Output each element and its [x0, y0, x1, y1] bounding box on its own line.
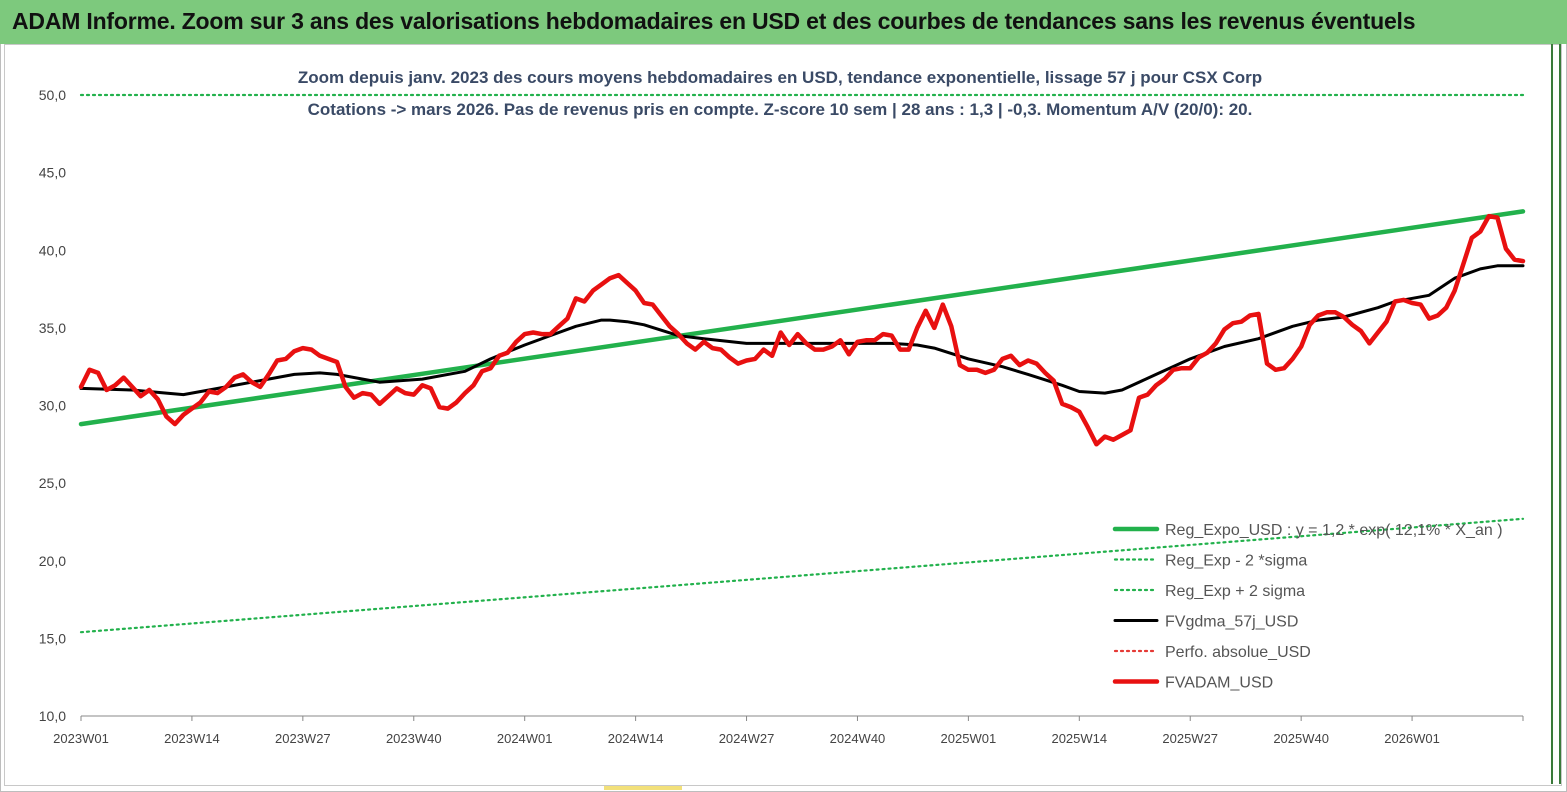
- chart-subtitle: Cotations -> mars 2026. Pas de revenus p…: [308, 100, 1253, 119]
- series-line-5: [78, 213, 1526, 447]
- right-edge-marker: [1551, 44, 1561, 784]
- y-tick-label: 20,0: [39, 553, 66, 569]
- series-line-0: [78, 209, 1526, 427]
- y-tick-label: 50,0: [39, 87, 66, 103]
- x-tick-label: 2025W14: [1051, 731, 1107, 746]
- y-tick-label: 10,0: [39, 708, 66, 724]
- x-tick-label: 2023W01: [53, 731, 109, 746]
- chart-title: Zoom depuis janv. 2023 des cours moyens …: [298, 68, 1262, 87]
- y-tick-label: 40,0: [39, 242, 66, 258]
- legend-entry-0: Reg_Expo_USD : y = 1,2 * exp( 12,1% * X_…: [1165, 522, 1503, 539]
- bottom-edge-marker: [604, 786, 682, 790]
- x-tick-label: 2025W27: [1162, 731, 1218, 746]
- legend-entry-1: Reg_Exp - 2 *sigma: [1165, 553, 1307, 570]
- y-tick-label: 25,0: [39, 475, 66, 491]
- axes-layer: 10,0 15,0 20,0 25,0 30,0 35,0 40,0 45,0 50,0 202…: [39, 87, 1524, 746]
- series-layer: [78, 93, 1526, 634]
- x-tick-label: 2025W40: [1273, 731, 1329, 746]
- x-tick-label: 2023W14: [164, 731, 220, 746]
- y-tick-label: 30,0: [39, 398, 66, 414]
- x-tick-label: 2024W14: [608, 731, 664, 746]
- legend-entry-3: FVgdma_57j_USD: [1165, 614, 1298, 631]
- report-title: ADAM Informe. Zoom sur 3 ans des valoris…: [12, 8, 1416, 34]
- x-axis: 2023W01 2023W14 2023W27 2023W40 2024W01 2024W…: [53, 716, 1524, 746]
- y-tick-label: 15,0: [39, 630, 66, 646]
- x-tick-label: 2023W27: [275, 731, 331, 746]
- legend: Reg_Expo_USD : y = 1,2 * exp( 12,1% * X_…: [1112, 522, 1503, 692]
- series-line-1: [79, 517, 1525, 634]
- title-banner: ADAM Informe. Zoom sur 3 ans des valoris…: [0, 0, 1567, 44]
- x-tick-label: 2024W01: [497, 731, 553, 746]
- legend-entry-5: FVADAM_USD: [1165, 675, 1273, 692]
- y-tick-label: 35,0: [39, 320, 66, 336]
- x-tick-label: 2024W27: [719, 731, 775, 746]
- y-axis: 10,0 15,0 20,0 25,0 30,0 35,0 40,0 45,0 50,0: [39, 87, 66, 724]
- y-tick-label: 45,0: [39, 165, 66, 181]
- x-tick-label: 2024W40: [830, 731, 886, 746]
- x-tick-label: 2026W01: [1384, 731, 1440, 746]
- x-tick-label: 2025W01: [941, 731, 997, 746]
- x-tick-label: 2023W40: [386, 731, 442, 746]
- legend-entry-4: Perfo. absolue_USD: [1165, 644, 1311, 661]
- plot-border: [4, 44, 1562, 786]
- legend-entry-2: Reg_Exp + 2 sigma: [1165, 583, 1305, 600]
